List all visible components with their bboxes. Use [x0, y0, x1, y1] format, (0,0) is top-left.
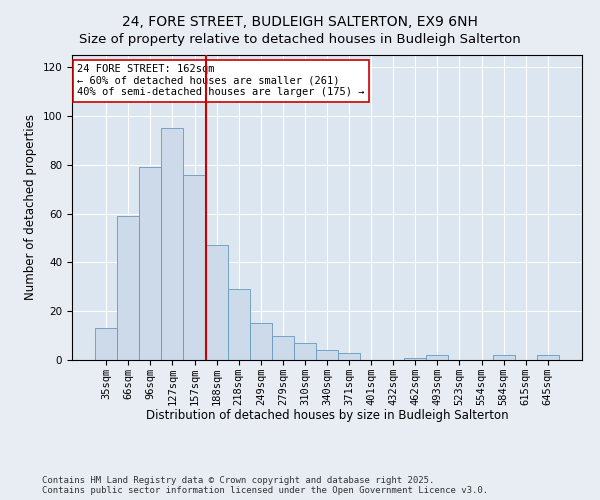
Bar	[404, 358, 427, 360]
Bar	[493, 355, 515, 360]
Bar	[161, 128, 184, 360]
Bar	[537, 355, 559, 360]
Bar	[95, 328, 117, 360]
Bar	[427, 355, 448, 360]
Bar	[250, 324, 272, 360]
Text: 24 FORE STREET: 162sqm
← 60% of detached houses are smaller (261)
40% of semi-de: 24 FORE STREET: 162sqm ← 60% of detached…	[77, 64, 365, 98]
Bar	[206, 246, 227, 360]
Bar	[184, 174, 206, 360]
Bar	[139, 167, 161, 360]
Text: Size of property relative to detached houses in Budleigh Salterton: Size of property relative to detached ho…	[79, 32, 521, 46]
Text: Contains HM Land Registry data © Crown copyright and database right 2025.
Contai: Contains HM Land Registry data © Crown c…	[42, 476, 488, 495]
Bar	[117, 216, 139, 360]
Bar	[338, 352, 360, 360]
X-axis label: Distribution of detached houses by size in Budleigh Salterton: Distribution of detached houses by size …	[146, 410, 508, 422]
Text: 24, FORE STREET, BUDLEIGH SALTERTON, EX9 6NH: 24, FORE STREET, BUDLEIGH SALTERTON, EX9…	[122, 15, 478, 29]
Bar	[227, 289, 250, 360]
Bar	[316, 350, 338, 360]
Bar	[272, 336, 294, 360]
Bar	[294, 343, 316, 360]
Y-axis label: Number of detached properties: Number of detached properties	[24, 114, 37, 300]
